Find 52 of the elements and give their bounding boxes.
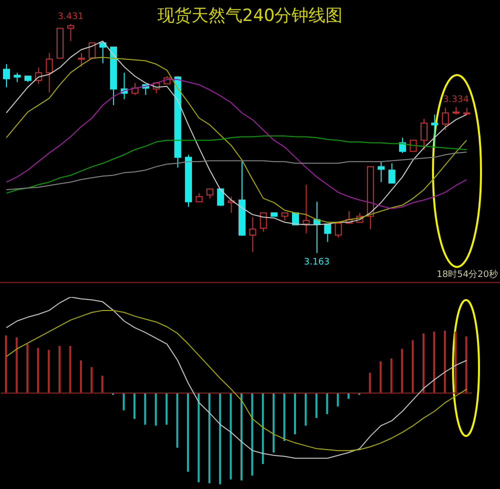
bar: [412, 340, 414, 393]
bar: [251, 393, 254, 476]
bar: [144, 393, 146, 425]
chart-title: 现货天然气240分钟线图: [157, 6, 343, 26]
bar: [58, 346, 61, 393]
bar: [262, 393, 264, 464]
bar: [122, 393, 125, 410]
bar: [26, 344, 28, 393]
bar: [240, 393, 242, 480]
bar: [69, 346, 72, 393]
annotation: 3.163: [304, 257, 330, 268]
annotation: 3.334: [443, 94, 470, 105]
bar: [176, 393, 178, 448]
candlestick: [249, 216, 256, 253]
bar: [208, 393, 210, 484]
bar: [166, 393, 168, 425]
bar: [315, 393, 318, 418]
bar: [380, 361, 382, 393]
bar: [80, 360, 82, 393]
bar: [5, 335, 7, 393]
bar: [37, 348, 40, 393]
bar: [154, 393, 157, 426]
bar: [101, 376, 104, 393]
bar: [433, 332, 436, 393]
candlestick: [3, 64, 10, 88]
bar: [304, 393, 307, 426]
bar: [283, 393, 286, 441]
bar: [294, 393, 296, 434]
candlestick: [431, 114, 438, 148]
bar: [348, 393, 350, 399]
bar: [444, 330, 446, 393]
annotation: 3.431: [58, 12, 84, 22]
bar: [272, 393, 275, 453]
bar: [90, 367, 93, 393]
bar: [133, 393, 136, 419]
bar: [326, 393, 328, 414]
text: 18时54分20秒: [436, 268, 498, 281]
bar: [198, 393, 200, 482]
candlestick: [184, 154, 192, 208]
bar: [401, 348, 404, 393]
bar: [186, 393, 189, 472]
bar: [390, 358, 392, 393]
bar: [454, 332, 457, 393]
bar: [336, 393, 339, 406]
bar: [230, 393, 232, 480]
bar: [219, 393, 222, 484]
candlestick: [46, 52, 53, 93]
bar: [422, 333, 424, 393]
bar: [48, 350, 50, 393]
candlestick: [302, 184, 310, 234]
bar: [465, 336, 468, 393]
bar: [368, 372, 371, 393]
